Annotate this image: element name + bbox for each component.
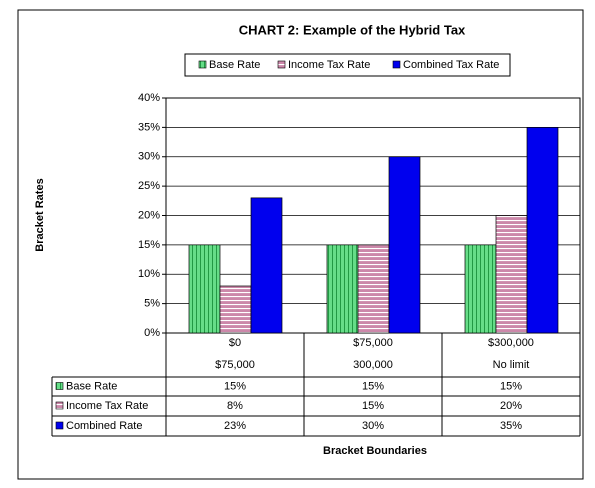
y-tick-label: 10% [138, 268, 160, 280]
bar [388, 156, 421, 334]
bar [188, 244, 221, 334]
table-swatch [55, 382, 64, 390]
table-row-label: Base Rate [66, 380, 117, 392]
table-value: 15% [362, 380, 384, 392]
y-tick-label: 0% [144, 327, 160, 339]
legend-swatch [198, 60, 207, 69]
legend-label: Base Rate [209, 59, 260, 71]
x-tick-label: $0 [229, 337, 241, 349]
bar [250, 197, 283, 334]
y-tick-label: 30% [138, 151, 160, 163]
x-tick-label: $300,000 [488, 337, 534, 349]
legend-swatch [277, 60, 286, 69]
legend-label: Combined Tax Rate [403, 59, 499, 71]
x-tick-label: $75,000 [215, 359, 255, 371]
table-value: 20% [500, 400, 522, 412]
table-swatch [55, 421, 64, 430]
chart-title: CHART 2: Example of the Hybrid Tax [239, 22, 466, 37]
y-tick-label: 15% [138, 239, 160, 251]
bar [326, 244, 359, 334]
table-value: 35% [500, 420, 522, 432]
bar [464, 244, 497, 334]
legend-swatch [392, 60, 401, 69]
table-value: 15% [224, 380, 246, 392]
legend [184, 53, 511, 77]
bar [526, 127, 559, 334]
legend-label: Income Tax Rate [288, 59, 370, 71]
x-tick-label: 300,000 [353, 359, 393, 371]
bar [495, 215, 528, 334]
bar [219, 285, 252, 334]
y-tick-label: 25% [138, 180, 160, 192]
y-tick-label: 40% [138, 92, 160, 104]
table-swatch [55, 401, 64, 410]
y-tick-label: 35% [138, 121, 160, 133]
x-tick-label: $75,000 [353, 337, 393, 349]
x-axis-label: Bracket Boundaries [323, 445, 427, 457]
y-axis-label: Bracket Rates [34, 178, 46, 251]
table-row-label: Income Tax Rate [66, 400, 148, 412]
table-value: 15% [362, 400, 384, 412]
table-value: 23% [224, 420, 246, 432]
y-tick-label: 5% [144, 298, 160, 310]
bar [357, 244, 390, 334]
table-row-label: Combined Rate [66, 420, 142, 432]
x-tick-label: No limit [493, 359, 530, 371]
table-value: 8% [227, 400, 243, 412]
table-value: 30% [362, 420, 384, 432]
table-value: 15% [500, 380, 522, 392]
y-tick-label: 20% [138, 209, 160, 221]
